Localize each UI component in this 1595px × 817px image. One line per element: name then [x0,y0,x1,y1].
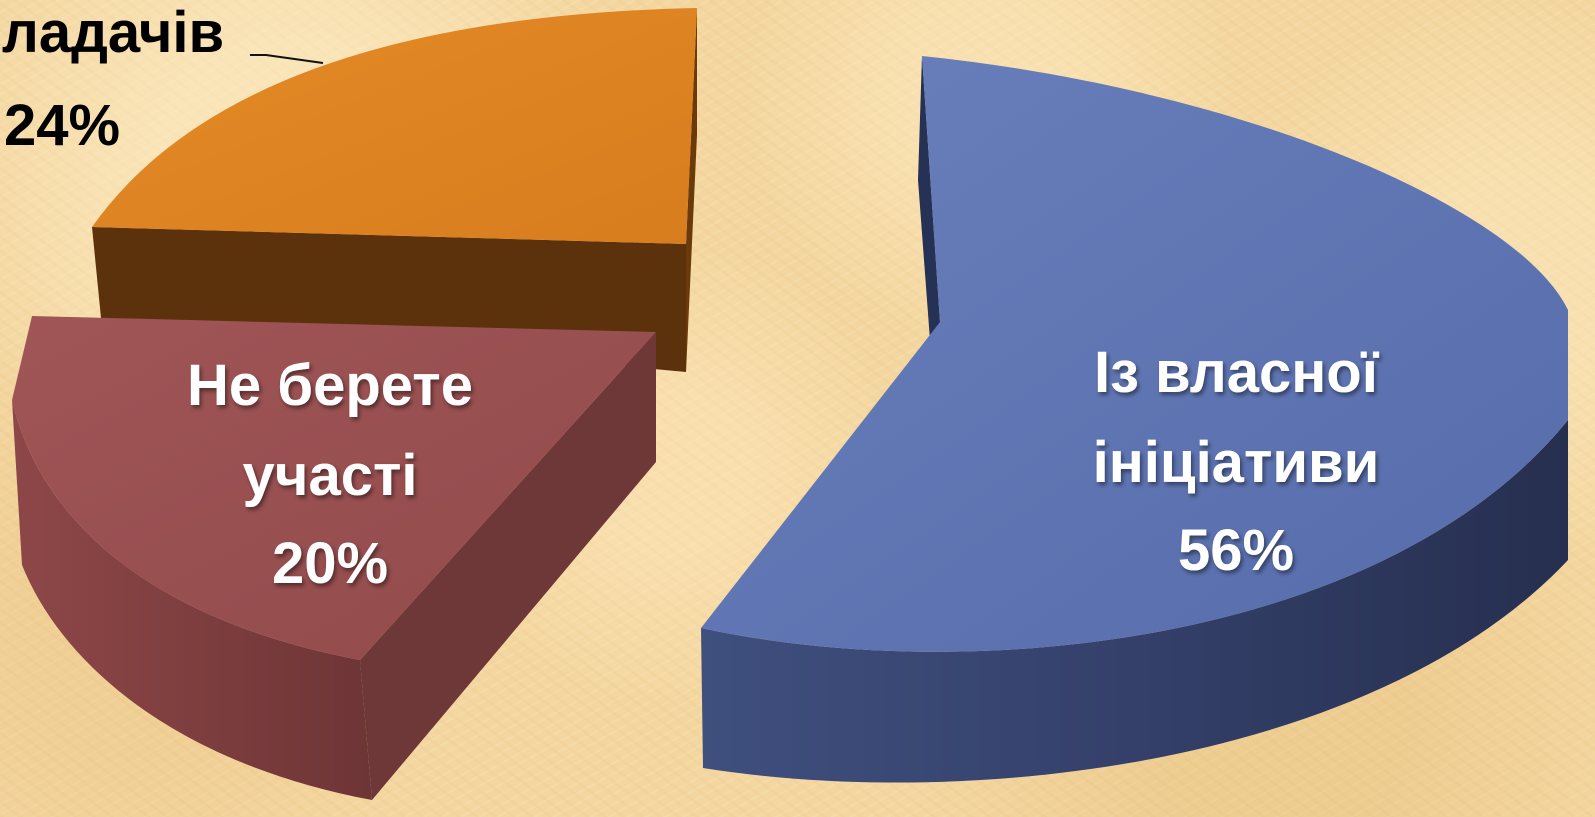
blue-slice-label-line1: Із власної [1094,340,1380,405]
orange-slice-label-line1: ладачів [2,0,224,65]
orange-slice-top [92,8,697,244]
red-slice-outer-wall [12,400,372,800]
pie-slice-blue [701,56,1568,783]
blue-slice-label-line2: ініціативи [1093,430,1380,495]
orange-slice-value-label: 24% [4,93,120,158]
red-slice-label-line1: Не берете [187,353,473,418]
blue-slice-cut-wall [918,56,940,340]
red-slice-value-label: 20% [272,531,388,596]
blue-slice-outer-wall [701,420,1568,783]
red-slice-cut-wall [360,332,656,800]
pie-slice-red [12,316,656,800]
blue-slice-top [701,56,1568,652]
orange-label-leader-line [250,54,324,64]
orange-slice-right-wall [686,8,697,372]
red-slice-label-line2: участі [243,443,418,508]
red-slice-top [12,316,656,660]
blue-slice-value-label: 56% [1178,518,1294,583]
